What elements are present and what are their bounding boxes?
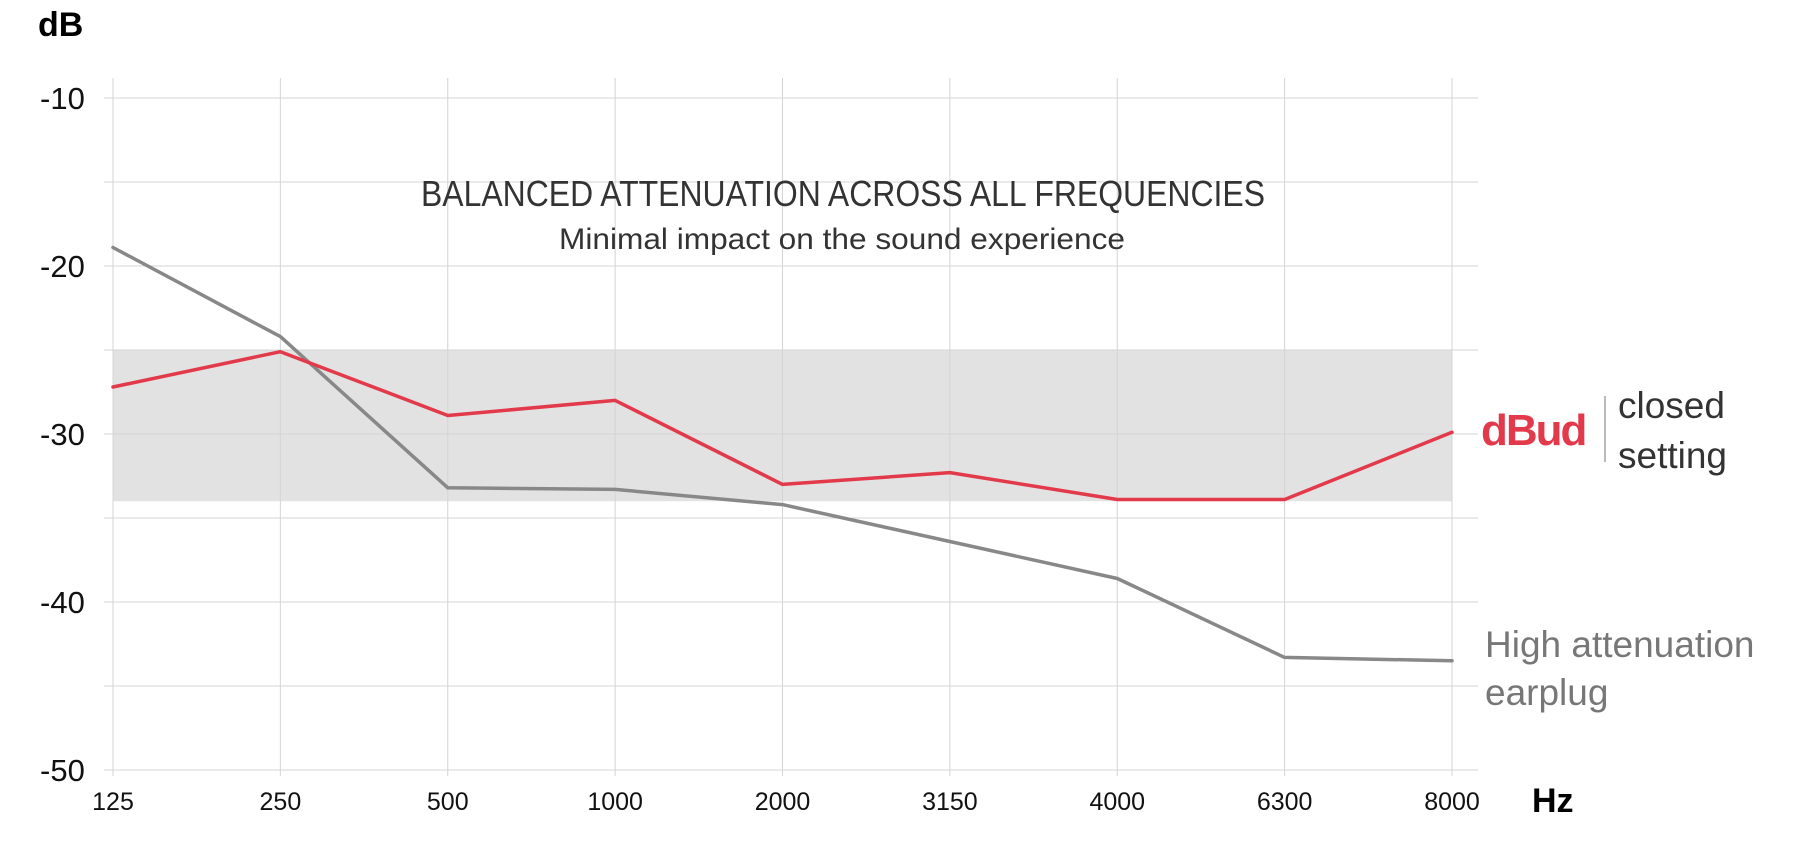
y-tick-label: -40 — [40, 585, 85, 620]
legend-dbud-line2: setting — [1618, 435, 1727, 476]
y-tick-label: -20 — [40, 249, 85, 284]
dbud-logo: dBud — [1481, 406, 1585, 455]
series-layer — [111, 245, 1454, 663]
x-tick-labels: 125 250 500 1000 2000 3150 4000 6300 8000 — [92, 788, 1480, 816]
x-tick-label: 6300 — [1257, 788, 1313, 816]
x-tick-label: 8000 — [1424, 788, 1480, 816]
legend-dbud-line1: closed — [1618, 385, 1725, 426]
x-tick-label: 1000 — [587, 788, 643, 816]
y-tick-label: -30 — [40, 417, 85, 452]
legend-dbud: dBud closed setting — [1481, 385, 1727, 476]
legend-earplug-line1: High attenuation — [1485, 624, 1754, 665]
x-tick-label: 2000 — [755, 788, 811, 816]
x-tick-label: 3150 — [922, 788, 978, 816]
grid-layer — [104, 78, 1478, 776]
y-tick-label: -50 — [40, 753, 85, 788]
series-line-dbud — [111, 349, 1454, 502]
x-tick-label: 500 — [427, 788, 469, 816]
chart-title: BALANCED ATTENUATION ACROSS ALL FREQUENC… — [421, 173, 1265, 214]
x-tick-label: 125 — [92, 788, 134, 816]
series-line-earplug — [111, 245, 1454, 663]
x-tick-label: 250 — [260, 788, 302, 816]
legend-earplug-line2: earplug — [1485, 672, 1608, 713]
x-axis-unit-label: Hz — [1532, 782, 1574, 820]
x-tick-label: 4000 — [1089, 788, 1145, 816]
legend-earplug: High attenuation earplug — [1485, 624, 1754, 713]
chart-subtitle: Minimal impact on the sound experience — [559, 223, 1125, 256]
y-tick-labels: -10 -20 -30 -40 -50 — [40, 81, 85, 788]
y-tick-label: -10 — [40, 81, 85, 116]
y-axis-unit-label: dB — [38, 6, 83, 44]
